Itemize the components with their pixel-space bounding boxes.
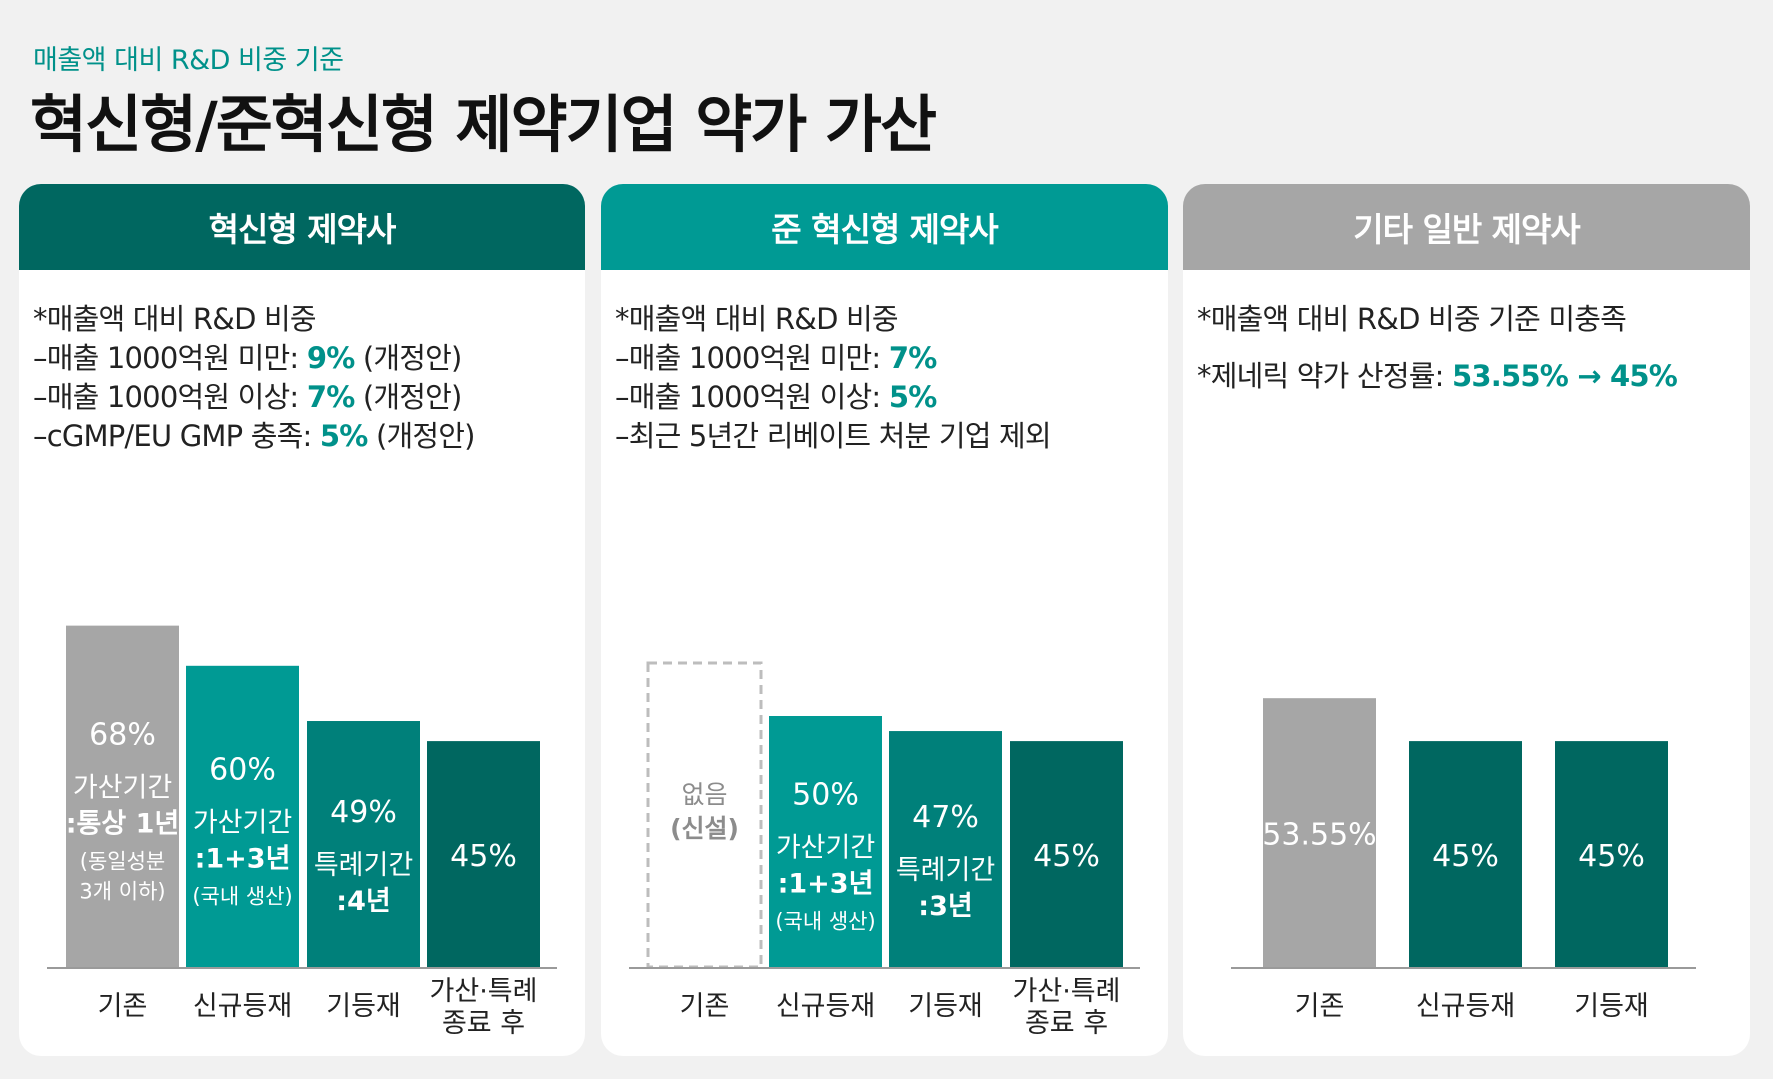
category-label: 기존 — [1295, 991, 1345, 1022]
criteria-line: –매출 1000억원 미만: 9% (개정안) — [33, 339, 575, 378]
criteria-general: *매출액 대비 R&D 비중 기준 미충족 *제네릭 약가 산정률: 53.55%… — [1197, 300, 1740, 396]
criteria-value: 9% — [306, 341, 355, 375]
criteria-line: –최근 5년간 리베이트 처분 기업 제외 — [615, 417, 1158, 456]
bar-annotation: 가산기간 — [193, 807, 292, 838]
bar-annotation: 가산기간 — [73, 772, 172, 803]
criteria-text: –매출 1000억원 이상: — [33, 380, 307, 414]
category-label: 기등재 — [326, 991, 401, 1022]
bar-chart-innovative: 68% 가산기간 :통상 1년 (동일성분 3개 이하) 60% 가산기간 :1+3년 (국내 … — [47, 625, 557, 1039]
bar-annotation: 3개 이하) — [79, 879, 165, 903]
bar-annotation: (동일성분 — [80, 849, 165, 873]
criteria-line: –매출 1000억원 이상: 5% — [615, 378, 1158, 417]
bar-annotation: 특례기간 — [896, 855, 995, 886]
category-label: 기등재 — [1574, 991, 1649, 1022]
criteria-semi-innovative: *매출액 대비 R&D 비중 –매출 1000억원 미만: 7% –매출 1000억… — [615, 300, 1158, 456]
criteria-line: *매출액 대비 R&D 비중 — [33, 300, 575, 339]
bar — [1010, 741, 1123, 967]
bar — [307, 721, 420, 967]
bar — [1409, 741, 1522, 967]
bar — [1555, 741, 1668, 967]
bar-value-label: 53.55% — [1262, 818, 1376, 853]
bar-chart-general: 53.55% 45% 45% 기존 신규등재 기등재 — [1231, 698, 1696, 1022]
criteria-note: (개정안) — [354, 380, 462, 414]
page-title: 혁신형/준혁신형 제약기업 약가 가산 — [30, 88, 937, 161]
criteria-value: 53.55% → 45% — [1451, 359, 1678, 393]
bar-annotation: 특례기간 — [314, 850, 413, 881]
category-label: 기존 — [680, 991, 730, 1022]
category-label: 종료 후 — [442, 1008, 525, 1039]
criteria-value: 5% — [319, 419, 368, 453]
bar-value-label: 47% — [912, 800, 979, 835]
placeholder-label: (신설) — [670, 814, 739, 843]
panel-general: 기타 일반 제약사 *매출액 대비 R&D 비중 기준 미충족 *제네릭 약가 산… — [1183, 184, 1750, 1056]
bar — [186, 665, 299, 967]
criteria-note: (개정안) — [354, 341, 462, 375]
bar-placeholder — [646, 661, 763, 969]
bar — [769, 716, 882, 967]
bar — [66, 625, 179, 967]
bar-annotation: :3년 — [918, 891, 972, 922]
bar — [427, 741, 540, 967]
criteria-text: *제네릭 약가 산정률: — [1197, 359, 1452, 393]
bar-value-label: 45% — [1578, 839, 1645, 874]
bar — [1263, 698, 1376, 967]
bar-annotation: (국내 생산) — [192, 884, 292, 908]
bar-value-label: 60% — [209, 752, 276, 787]
bars-group: 68% 가산기간 :통상 1년 (동일성분 3개 이하) 60% 가산기간 :1+3년 (국내 … — [66, 625, 540, 967]
category-label: 신규등재 — [776, 991, 875, 1022]
criteria-value: 7% — [306, 380, 355, 414]
category-label: 가산·특례 — [1013, 976, 1121, 1007]
criteria-text: –매출 1000억원 이상: — [615, 380, 889, 414]
criteria-line: –cGMP/EU GMP 충족: 5% (개정안) — [33, 417, 575, 456]
category-label: 신규등재 — [193, 991, 292, 1022]
panel-header-general: 기타 일반 제약사 — [1183, 184, 1750, 270]
criteria-text: –매출 1000억원 미만: — [33, 341, 307, 375]
criteria-line: *제네릭 약가 산정률: 53.55% → 45% — [1197, 357, 1740, 396]
panel-header-semi-innovative: 준 혁신형 제약사 — [601, 184, 1168, 270]
bars-group: 53.55% 45% 45% — [1262, 698, 1668, 967]
bar-value-label: 45% — [1033, 839, 1100, 874]
placeholder-label: 없음 — [681, 780, 727, 809]
criteria-text: *매출액 대비 R&D 비중 — [615, 302, 899, 336]
criteria-text: *매출액 대비 R&D 비중 기준 미충족 — [1197, 302, 1627, 336]
bar-annotation: :1+3년 — [778, 869, 874, 900]
criteria-line: –매출 1000억원 이상: 7% (개정안) — [33, 378, 575, 417]
category-label: 가산·특례 — [430, 976, 538, 1007]
bar-value-label: 45% — [1432, 839, 1499, 874]
bar-chart-semi-innovative: 없음 (신설) 50% 가산기간 :1+3년 (국내 생산) 47% 특례기간 :3년 45% 기존… — [629, 661, 1140, 1039]
bar-value-label: 49% — [330, 795, 397, 830]
bar-annotation: (국내 생산) — [775, 910, 875, 934]
criteria-line: *매출액 대비 R&D 비중 기준 미충족 — [1197, 300, 1740, 339]
bar-annotation: 가산기간 — [776, 833, 875, 864]
panel-innovative: 혁신형 제약사 *매출액 대비 R&D 비중 –매출 1000억원 미만: 9% … — [19, 184, 585, 1056]
bar — [889, 731, 1002, 967]
category-label: 기존 — [98, 991, 148, 1022]
bar-value-label: 45% — [450, 839, 517, 874]
criteria-value: 5% — [888, 380, 937, 414]
criteria-value: 7% — [888, 341, 937, 375]
criteria-note: (개정안) — [367, 419, 475, 453]
bar-annotation: :4년 — [336, 886, 390, 917]
category-label: 기등재 — [908, 991, 983, 1022]
bar-value-label: 68% — [89, 717, 156, 752]
category-label: 종료 후 — [1025, 1008, 1108, 1039]
panel-header-innovative: 혁신형 제약사 — [19, 184, 585, 270]
criteria-line: *매출액 대비 R&D 비중 — [615, 300, 1158, 339]
bars-group: 없음 (신설) 50% 가산기간 :1+3년 (국내 생산) 47% 특례기간 :3년 45% — [646, 661, 1123, 969]
page-subtitle: 매출액 대비 R&D 비중 기준 — [33, 45, 344, 76]
criteria-line: –매출 1000억원 미만: 7% — [615, 339, 1158, 378]
criteria-text: –cGMP/EU GMP 충족: — [33, 419, 320, 453]
criteria-text: *매출액 대비 R&D 비중 — [33, 302, 317, 336]
criteria-text: –매출 1000억원 미만: — [615, 341, 889, 375]
bar-annotation: :통상 1년 — [66, 808, 180, 839]
criteria-text: –최근 5년간 리베이트 처분 기업 제외 — [615, 419, 1052, 453]
bar-value-label: 50% — [792, 778, 859, 813]
criteria-innovative: *매출액 대비 R&D 비중 –매출 1000억원 미만: 9% (개정안) –매출… — [33, 300, 575, 456]
category-label: 신규등재 — [1416, 991, 1515, 1022]
panel-semi-innovative: 준 혁신형 제약사 *매출액 대비 R&D 비중 –매출 1000억원 미만: 7… — [601, 184, 1168, 1056]
bar-annotation: :1+3년 — [195, 843, 291, 874]
